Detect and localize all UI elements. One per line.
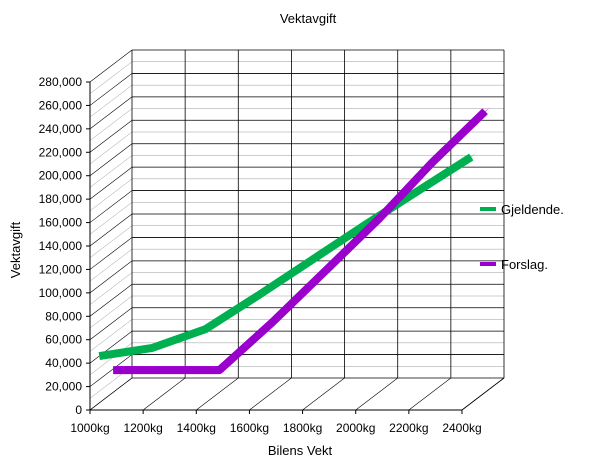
side-wall-gridline <box>89 166 133 200</box>
series-line <box>98 153 474 361</box>
legend-label: Forslag. <box>501 257 548 272</box>
x-axis-title: Bilens Vekt <box>268 443 333 458</box>
side-wall-minor-gridline <box>89 155 133 188</box>
side-wall-gridline <box>89 330 133 364</box>
side-wall-gridline <box>89 307 133 340</box>
y-axis-ticks: 0 20,000 40,000 60,000 80,000 100,000 120,000 1… <box>39 75 90 417</box>
chart-title: Vektavgift <box>280 11 337 26</box>
x-tick-label: 1400kg <box>177 421 216 435</box>
x-tick-label: 1000kg <box>70 421 109 435</box>
y-tick-label: 240,000 <box>39 122 83 136</box>
y-tick-label: 100,000 <box>39 286 83 300</box>
floor-gridline <box>249 377 292 411</box>
y-axis-title: Vektavgift <box>8 221 23 278</box>
y-tick-label: 280,000 <box>39 75 83 89</box>
floor-gridline <box>302 377 345 411</box>
floor-gridline <box>196 377 239 411</box>
side-wall-minor-gridline <box>89 202 133 235</box>
y-tick-label: 260,000 <box>39 98 83 112</box>
y-tick-label: 20,000 <box>45 380 82 394</box>
side-wall-minor-gridline <box>89 272 133 305</box>
side-wall-gridline <box>89 354 133 387</box>
side-wall-gridline <box>89 190 133 223</box>
y-tick-label: 80,000 <box>45 309 82 323</box>
side-wall-minor-gridline <box>89 178 133 212</box>
side-wall-gridline <box>89 73 133 106</box>
side-wall-minor-gridline <box>89 84 133 118</box>
series-ribbon-top <box>113 107 491 371</box>
x-tick-label: 1600kg <box>230 421 269 435</box>
x-tick-label: 2000kg <box>336 421 375 435</box>
x-tick-label: 1200kg <box>123 421 162 435</box>
floor-gridline <box>408 377 452 411</box>
floor-gridline <box>142 377 186 411</box>
y-tick-label: 180,000 <box>39 192 83 206</box>
legend-label: Gjeldende. <box>501 202 564 217</box>
legend: Gjeldende. Forslag. <box>480 202 564 272</box>
side-wall-gridline <box>89 213 133 247</box>
x-tick-label: 2200kg <box>389 421 428 435</box>
side-wall-minor-gridline <box>89 131 133 165</box>
series-ribbon-top <box>99 152 477 357</box>
side-wall-gridline <box>89 49 133 83</box>
x-tick-label: 2400kg <box>442 421 481 435</box>
side-wall-gridline <box>89 120 133 153</box>
y-tick-label: 140,000 <box>39 239 83 253</box>
series-line <box>113 108 488 375</box>
side-wall-minor-gridline <box>89 108 133 141</box>
side-wall-minor-gridline <box>89 248 133 282</box>
side-wall-gridline <box>89 260 133 294</box>
floor-gridline <box>89 377 133 411</box>
side-wall-minor-gridline <box>89 225 133 258</box>
y-tick-label: 0 <box>75 403 82 417</box>
side-wall-gridline <box>89 237 133 270</box>
side-wall-minor-gridline <box>89 319 133 352</box>
floor-edge <box>461 377 505 411</box>
side-wall-gridline <box>89 96 133 130</box>
x-tick-label: 1800kg <box>283 421 322 435</box>
side-wall-gridline <box>89 143 133 176</box>
y-tick-label: 40,000 <box>45 356 82 370</box>
side-wall-minor-gridline <box>89 61 133 94</box>
x-axis-ticks: 1000kg 1200kg 1400kg 1600kg 1800kg 2000kg 2200… <box>70 410 482 435</box>
y-tick-label: 60,000 <box>45 333 82 347</box>
y-tick-label: 200,000 <box>39 169 83 183</box>
grid <box>89 49 505 411</box>
side-wall-minor-gridline <box>89 295 133 329</box>
y-tick-label: 120,000 <box>39 262 83 276</box>
series-lines <box>98 107 491 375</box>
y-tick-label: 220,000 <box>39 145 83 159</box>
side-wall-gridline <box>89 284 133 317</box>
y-tick-label: 160,000 <box>39 216 83 230</box>
floor-gridline <box>355 377 398 411</box>
